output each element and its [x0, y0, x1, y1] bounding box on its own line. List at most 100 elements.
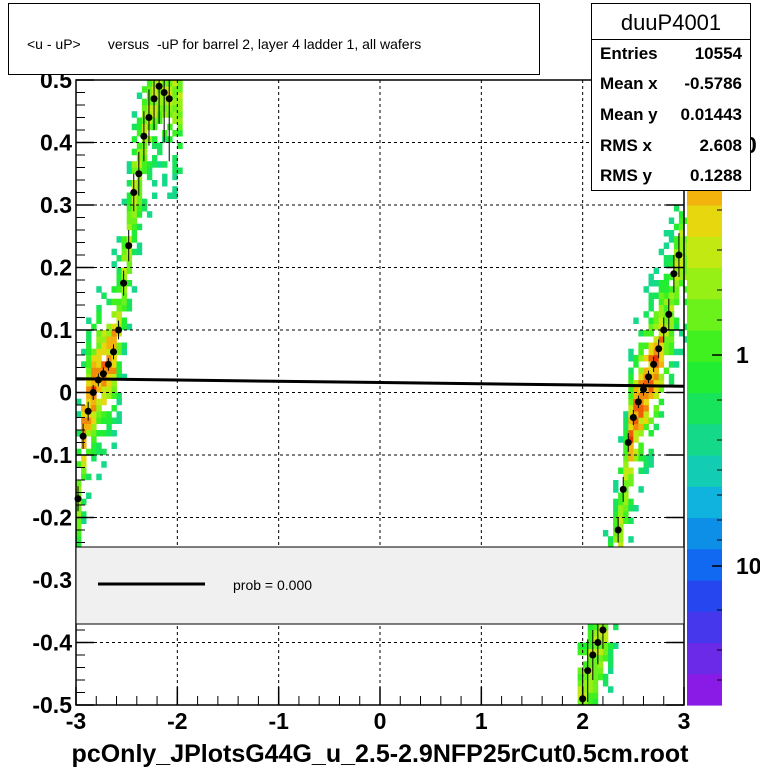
heatmap-cell [673, 298, 680, 306]
heatmap-cell [668, 286, 675, 293]
heatmap-cell [684, 261, 690, 268]
palette-swatch [687, 642, 722, 675]
heatmap-cell [663, 298, 670, 306]
heatmap-cell [582, 648, 589, 656]
heatmap-cell [658, 355, 665, 362]
heatmap-cell [76, 530, 82, 537]
heatmap-cell [663, 323, 670, 331]
heatmap-cell [673, 261, 680, 268]
heatmap-cell [678, 236, 685, 243]
profile-point [120, 279, 128, 287]
heatmap-cell [653, 267, 659, 274]
heatmap-cell [577, 686, 583, 693]
heatmap-cell [81, 411, 87, 418]
heatmap-cell [172, 86, 178, 93]
profile-point [660, 326, 668, 334]
heatmap-cell [628, 380, 634, 387]
heatmap-cell [126, 192, 133, 199]
heatmap-cell [121, 323, 127, 331]
heatmap-cell [684, 242, 690, 249]
heatmap-cell [663, 305, 670, 312]
heatmap-cell [86, 473, 92, 481]
heatmap-cell [658, 317, 665, 324]
heatmap-cell [81, 417, 87, 424]
legend-box: prob = 0.000 [75, 546, 685, 625]
heatmap-cell [116, 280, 122, 287]
heatmap-cell [86, 317, 92, 324]
heatmap-cell [653, 323, 659, 331]
heatmap-cell [177, 98, 183, 106]
heatmap-cell [172, 161, 178, 168]
heatmap-cell [663, 261, 670, 268]
heatmap-cell [678, 211, 685, 218]
heatmap-cell [678, 242, 685, 249]
heatmap-cell [177, 105, 183, 112]
profile-point [634, 398, 642, 406]
heatmap-cell [157, 148, 163, 156]
heatmap-cell [638, 348, 644, 356]
heatmap-cell [106, 330, 112, 337]
heatmap-cell [658, 298, 665, 306]
profile-point [645, 373, 653, 381]
heatmap-cell [91, 430, 97, 437]
stats-rms-y-label: RMS y [600, 166, 652, 185]
stats-rms-x-label: RMS x [600, 136, 652, 155]
heatmap-cell [172, 192, 178, 199]
heatmap-cell [643, 423, 649, 431]
heatmap-cell [618, 492, 624, 499]
heatmap-cell [116, 392, 122, 399]
heatmap-cell [76, 542, 82, 549]
heatmap-cell [131, 223, 138, 231]
heatmap-cell [668, 292, 675, 299]
heatmap-cell [668, 323, 675, 331]
heatmap-cell [141, 123, 148, 131]
x-axis: -3 -2 -1 0 1 2 3 [66, 687, 690, 734]
x-tick-label: 1 [475, 708, 488, 734]
heatmap-cell [101, 361, 107, 368]
heatmap-cell [91, 367, 97, 374]
heatmap-cell [96, 355, 102, 362]
heatmap-cell [141, 105, 148, 112]
heatmap-cell [141, 161, 148, 168]
heatmap-cell [648, 273, 654, 281]
heatmap-cell [638, 455, 644, 462]
heatmap-cell [131, 198, 138, 206]
heatmap-cell [628, 467, 634, 474]
stats-entries-label: Entries [600, 44, 658, 63]
heatmap-cell [121, 242, 127, 249]
profile-point [104, 360, 112, 368]
heatmap-cell [111, 373, 117, 381]
heatmap-cell [177, 130, 183, 137]
file-name-footer: pcOnly_JPlotsG44G_u_2.5-2.9NFP25rCut0.5c… [71, 740, 689, 768]
heatmap-cell [172, 105, 178, 112]
heatmap-cell [602, 630, 609, 637]
heatmap-cell [658, 292, 665, 299]
heatmap-cell [86, 361, 92, 368]
heatmap-cell [633, 361, 639, 368]
heatmap-cell [152, 86, 158, 93]
heatmap-cell [121, 342, 127, 349]
heatmap-cell [658, 305, 665, 312]
heatmap-cell [141, 111, 148, 118]
stats-mean-x: Mean x -0.5786 [600, 74, 742, 98]
heatmap-cell [638, 367, 644, 374]
heatmap-cell [577, 667, 583, 674]
heatmap-cell [81, 455, 87, 462]
heatmap-cell [106, 355, 112, 362]
profile-point [109, 348, 117, 356]
heatmap-cell [136, 242, 143, 249]
heatmap-cell [111, 442, 117, 449]
heatmap-cell [81, 473, 87, 481]
heatmap-cell [111, 380, 117, 387]
heatmap-cell [136, 198, 143, 206]
heatmap-cell [81, 467, 87, 474]
heatmap-cell [623, 411, 629, 418]
heatmap-cell [684, 267, 690, 274]
heatmap-cell [91, 442, 97, 449]
heatmap-cell [131, 236, 138, 243]
heatmap-cell [602, 648, 609, 656]
heatmap-cell [177, 86, 183, 93]
palette-swatch [687, 298, 722, 331]
heatmap-cell [96, 361, 102, 368]
y-tick-label: -0.1 [32, 442, 72, 468]
